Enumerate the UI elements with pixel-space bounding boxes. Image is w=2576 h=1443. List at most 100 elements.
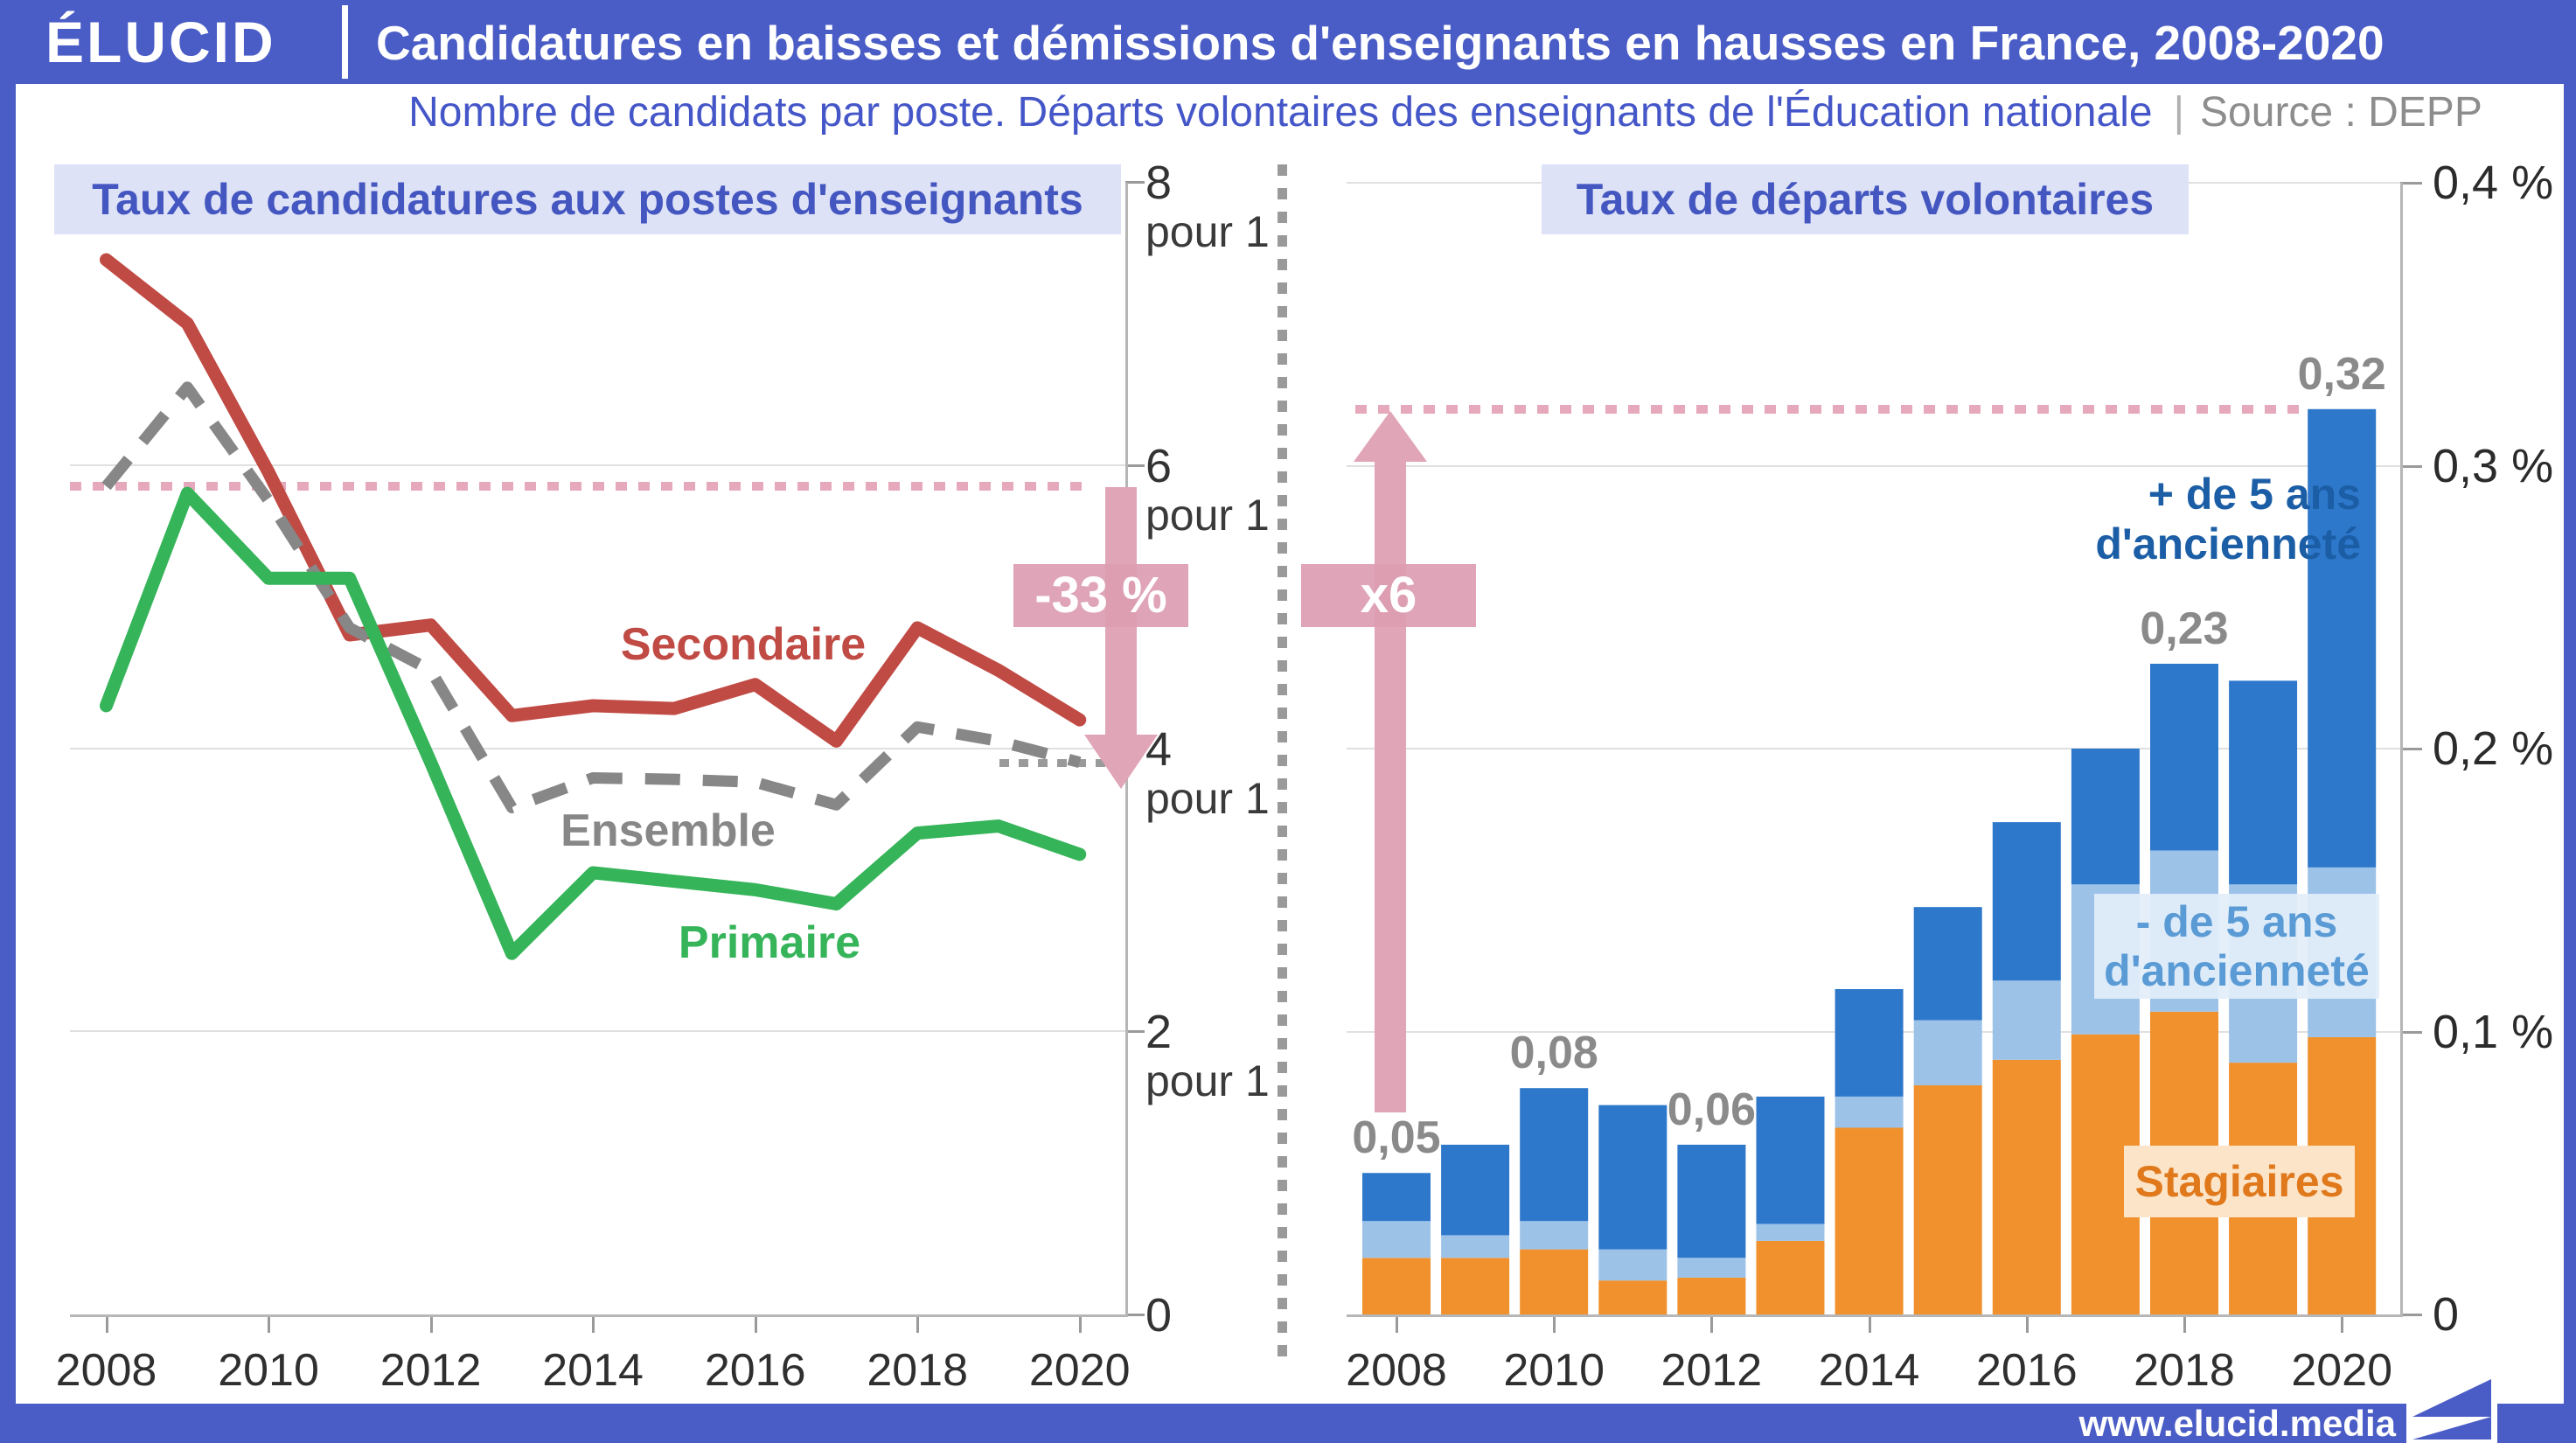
increase-badge: x6 [1301,564,1476,627]
bar-segment-2012 [1677,1144,1746,1258]
bar-value-label: 0,05 [1352,1112,1441,1164]
y-tick-value: 0 [1145,1289,1173,1342]
bar-segment-2010 [1520,1088,1589,1222]
right-y-tick [2400,182,2422,185]
right-y-tick [2400,464,2422,468]
bar-segment-2010 [1520,1249,1589,1314]
right-y-tick-label: 0,2 % [2433,722,2554,775]
left-y-tick [1125,1314,1145,1316]
right-y-tick-label: 0,4 % [2433,157,2554,209]
right-x-tick [1396,1317,1398,1333]
right-x-tick [1553,1317,1556,1333]
left-y-tick [1125,464,1145,467]
bar-segment-2013 [1756,1096,1825,1224]
right-reference-dotted-line [1355,404,2308,414]
left-x-tick [268,1317,271,1333]
line-series-secondaire [100,253,1087,748]
bar-value-label: 0,32 [2297,348,2386,400]
right-x-tick-label: 2010 [1503,1345,1605,1396]
left-y-tick-label: 4 pour 1 [1145,724,1270,822]
left-chart-title: Taux de candidatures aux postes d'enseig… [54,164,1121,234]
left-x-tick [592,1317,595,1333]
bar-segment-2008 [1362,1258,1431,1314]
decline-arrow-head-icon [1084,735,1158,789]
bar-segment-2015 [1913,907,1982,1021]
subtitle-row: Nombre de candidats par poste. Départs v… [350,87,2541,138]
y-tick-value: 2 [1145,1006,1173,1059]
bar-segment-2013 [1756,1223,1825,1241]
left-gridline [70,464,1125,466]
right-x-tick-label: 2008 [1346,1345,1447,1396]
bar-segment-2014 [1835,988,1904,1097]
bar-segment-2008 [1362,1221,1431,1258]
right-x-tick-label: 2014 [1818,1345,1920,1396]
increase-arrow-head-icon [1354,411,1427,462]
bar-segment-2014 [1835,1127,1904,1314]
moins-5-ans-label: - de 5 ans d'ancienneté [2094,894,2379,999]
left-x-tick-label: 2020 [1028,1345,1131,1396]
y-tick-value: 6 [1145,439,1173,492]
y-tick-value: 4 [1145,722,1173,776]
right-border [2564,84,2576,1404]
left-reference-dotted-line [70,482,1088,491]
bar-value-label: 0,06 [1667,1084,1756,1135]
y-tick-unit: pour 1 [1145,773,1270,823]
left-y-tick-label: 2 pour 1 [1145,1007,1270,1105]
bar-segment-2009 [1441,1258,1510,1314]
left-y-tick-label: 0 [1145,1290,1172,1341]
left-x-tick [754,1317,757,1333]
bar-segment-2008 [1362,1173,1431,1222]
ensemble-series-label: Ensemble [560,805,776,856]
left-gridline [70,747,1125,749]
bar-segment-2014 [1835,1096,1904,1128]
bar-segment-2015 [1913,1084,1982,1314]
line-series-primaire [100,486,1087,960]
right-gridline [1347,464,2400,467]
left-x-tick-label: 2018 [867,1345,969,1396]
source-label: Source : DEPP [2200,89,2482,136]
right-x-axis [1347,1314,2403,1317]
primaire-series-label: Primaire [678,917,861,968]
y-tick-value: 8 [1145,157,1173,209]
left-y-tick [1125,1030,1145,1034]
footer-bar [0,1404,2576,1443]
bar-value-label: 0,23 [2140,603,2229,654]
left-x-tick-label: 2012 [379,1345,482,1396]
subtitle-text: Nombre de candidats par poste. Départs v… [408,89,2153,136]
right-y-tick-label: 0 [2433,1288,2460,1341]
bar-segment-2016 [1992,822,2061,981]
right-y-tick [2400,1314,2422,1316]
header-bar: ÉLUCID Candidatures en baisses et démiss… [0,0,2576,84]
right-x-tick [2025,1317,2029,1333]
left-x-tick-label: 2014 [542,1345,644,1396]
right-chart-title: Taux de départs volontaires [1542,164,2189,234]
left-x-tick-label: 2010 [218,1345,319,1396]
page-title: Candidatures en baisses et démissions d'… [376,16,2385,70]
end-level-dotted-line [999,758,1133,767]
left-y-tick-label: 8 pour 1 [1145,157,1270,255]
right-x-tick [1710,1317,1714,1333]
left-x-tick [429,1317,433,1333]
left-gridline [70,1030,1125,1033]
bar-segment-2019 [2229,680,2298,885]
left-y-tick [1125,181,1145,184]
bar-segment-2020 [2308,408,2377,868]
right-y-tick-label: 0,1 % [2433,1005,2554,1058]
subtitle-divider: | [2173,89,2185,136]
left-x-tick-label: 2016 [704,1345,806,1396]
right-x-tick [2183,1317,2186,1333]
right-y-tick [2400,1030,2422,1034]
bar-segment-2015 [1913,1020,1982,1085]
bar-segment-2009 [1441,1144,1510,1236]
left-x-tick [1078,1317,1082,1333]
right-x-tick [1868,1317,1871,1333]
elucid-logo-icon [2406,1375,2497,1443]
bar-segment-2017 [2071,749,2140,885]
charts-separator-dotted-line [1278,164,1287,1364]
stagiaires-label: Stagiaires [2124,1146,2355,1217]
y-tick-unit: pour 1 [1145,1056,1270,1106]
right-x-tick-label: 2016 [1975,1345,2078,1396]
left-x-axis [70,1314,1128,1317]
